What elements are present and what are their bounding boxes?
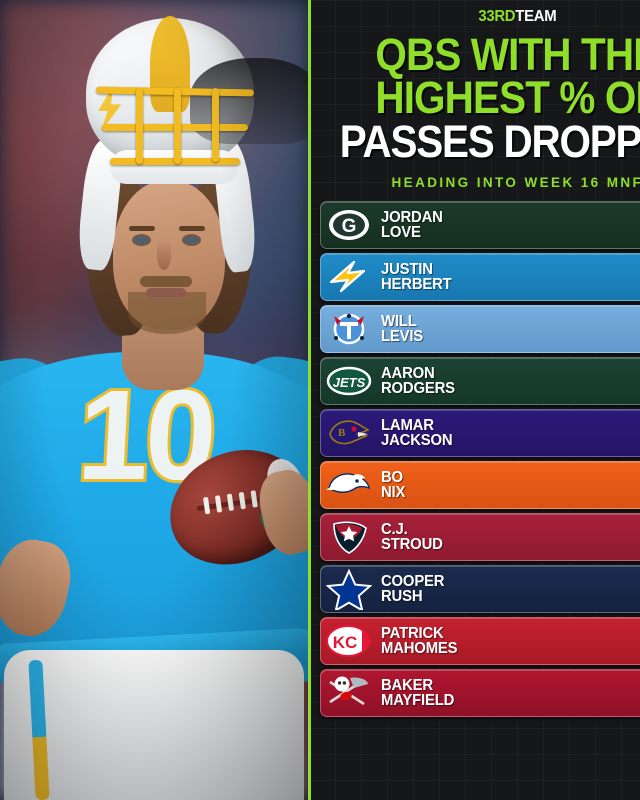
player-photo: 10 bbox=[0, 0, 309, 800]
mouth bbox=[146, 288, 186, 297]
player-first-name: BO bbox=[381, 469, 403, 487]
player-last-name: MAHOMES bbox=[381, 640, 458, 658]
player-last-name: LEVIS bbox=[381, 328, 424, 346]
player-row[interactable]: WILLLEVIS6.5% bbox=[320, 305, 640, 354]
green-divider bbox=[308, 0, 311, 800]
player-name: C.J. STROUD bbox=[377, 521, 628, 554]
player-first-name: LAMAR bbox=[381, 417, 434, 435]
player-last-name: JACKSON bbox=[381, 432, 453, 450]
stats-panel: 33RDTEAM QBS WITH THE HIGHEST % OF PASSE… bbox=[309, 0, 640, 800]
eyebrow-left bbox=[129, 226, 155, 231]
nose bbox=[157, 240, 171, 270]
player-first-name: BAKER bbox=[381, 677, 433, 695]
buccaneers-logo bbox=[321, 670, 377, 716]
packers-logo: G bbox=[321, 202, 377, 248]
title-line-2: HIGHEST % OF bbox=[375, 72, 640, 124]
page-subtitle: HEADING INTO WEEK 16 MNF bbox=[391, 175, 640, 191]
player-list: GJORDANLOVE7.5%JUSTINHERBERT7.0%WILLLEVI… bbox=[320, 201, 640, 718]
player-row[interactable]: BLAMARJACKSON5.1% bbox=[320, 409, 640, 458]
drop-percentage: 5.1% bbox=[628, 420, 640, 447]
player-last-name: HERBERT bbox=[381, 276, 452, 294]
player-name: COOPER RUSH bbox=[377, 573, 628, 606]
svg-text:JETS: JETS bbox=[333, 375, 366, 390]
chiefs-logo: KC bbox=[321, 618, 377, 664]
mustache bbox=[140, 276, 192, 287]
player-row[interactable]: GJORDANLOVE7.5% bbox=[320, 201, 640, 250]
player-row[interactable]: BAKERMAYFIELD4.6% bbox=[320, 669, 640, 718]
beard bbox=[128, 292, 206, 334]
player-first-name: JUSTIN bbox=[381, 261, 433, 279]
brand-logo-part1: 33RD bbox=[478, 8, 516, 25]
player-name: JUSTIN HERBERT bbox=[377, 261, 628, 294]
player-first-name: COOPER bbox=[381, 573, 445, 591]
drop-percentage: 4.6% bbox=[628, 680, 640, 707]
player-name: PATRICK MAHOMES bbox=[377, 625, 628, 658]
player-last-name: MAYFIELD bbox=[381, 692, 455, 710]
player-last-name: RODGERS bbox=[381, 380, 455, 398]
eye-right bbox=[184, 236, 199, 244]
drop-percentage: 4.7% bbox=[628, 628, 640, 655]
brand-logo[interactable]: 33RDTEAM bbox=[334, 0, 640, 26]
drop-percentage: 4.9% bbox=[628, 524, 640, 551]
titans-logo bbox=[321, 306, 377, 352]
player-name: AARON RODGERS bbox=[377, 365, 628, 398]
title-line-3: PASSES DROPPED bbox=[339, 115, 640, 167]
brand-logo-part2: TEAM bbox=[515, 8, 557, 25]
broncos-logo bbox=[321, 462, 377, 508]
texans-logo bbox=[321, 514, 377, 560]
football-laces bbox=[202, 490, 261, 516]
drop-percentage: 5.1% bbox=[628, 472, 640, 499]
chargers-logo bbox=[321, 254, 377, 300]
player-last-name: LOVE bbox=[381, 224, 421, 242]
drop-percentage: 7.5% bbox=[628, 212, 640, 239]
drop-percentage: 5.6% bbox=[628, 368, 640, 395]
player-first-name: JORDAN bbox=[381, 209, 443, 227]
drop-percentage: 4.7% bbox=[628, 576, 640, 603]
player-last-name: STROUD bbox=[381, 536, 443, 554]
player-last-name: RUSH bbox=[381, 588, 423, 606]
eyebrow-right bbox=[179, 226, 205, 231]
svg-text:KC: KC bbox=[333, 633, 358, 652]
player-first-name: WILL bbox=[381, 313, 417, 331]
pants bbox=[4, 650, 304, 800]
player-row[interactable]: BONIX5.1% bbox=[320, 461, 640, 510]
player-row[interactable]: COOPERRUSH4.7% bbox=[320, 565, 640, 614]
player-name: BAKER MAYFIELD bbox=[377, 677, 628, 710]
player-name: LAMAR JACKSON bbox=[377, 417, 628, 450]
ravens-logo: B bbox=[321, 410, 377, 456]
jets-logo: JETS bbox=[321, 358, 377, 404]
cowboys-logo bbox=[321, 566, 377, 612]
player-name: BO NIX bbox=[377, 469, 628, 502]
helmet-stripe bbox=[150, 16, 190, 112]
player-last-name: NIX bbox=[381, 484, 406, 502]
player-name: JORDAN LOVE bbox=[377, 209, 628, 242]
svg-text:B: B bbox=[338, 427, 346, 439]
player-row[interactable]: C.J.STROUD4.9% bbox=[320, 513, 640, 562]
eye-left bbox=[134, 236, 149, 244]
player-first-name: C.J. bbox=[381, 521, 408, 539]
drop-percentage: 6.5% bbox=[628, 316, 640, 343]
player-first-name: PATRICK bbox=[381, 625, 444, 643]
facemask bbox=[92, 82, 260, 194]
player-row[interactable]: KCPATRICKMAHOMES4.7% bbox=[320, 617, 640, 666]
page-title: QBS WITH THE HIGHEST % OF PASSES DROPPED bbox=[320, 29, 640, 167]
drop-percentage: 7.0% bbox=[628, 264, 640, 291]
player-name: WILL LEVIS bbox=[377, 313, 628, 346]
player-first-name: AARON bbox=[381, 365, 435, 383]
svg-text:G: G bbox=[342, 216, 357, 237]
player-row[interactable]: JETSAARONRODGERS5.6% bbox=[320, 357, 640, 406]
player-row[interactable]: JUSTINHERBERT7.0% bbox=[320, 253, 640, 302]
title-line-1: QBS WITH THE bbox=[375, 29, 640, 80]
